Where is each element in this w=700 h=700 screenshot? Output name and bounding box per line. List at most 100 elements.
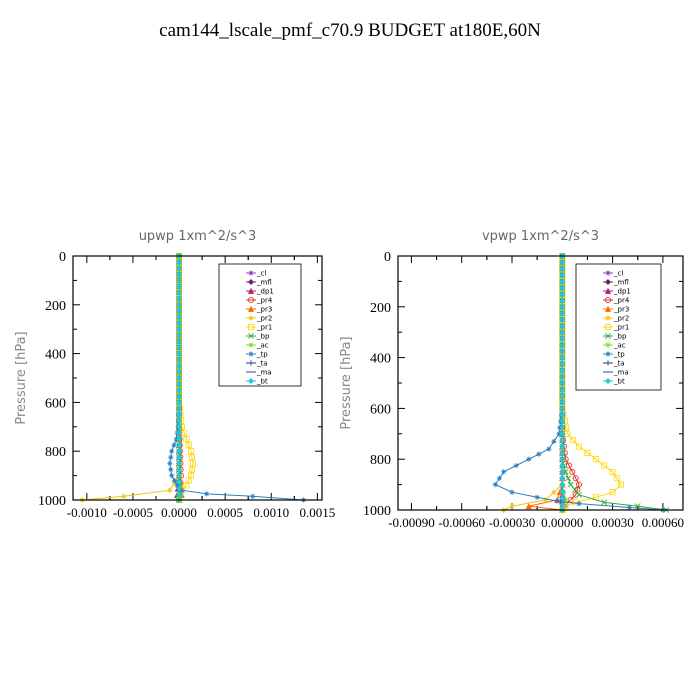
vpwp-ylabel: Pressure [hPa]: [339, 336, 354, 429]
ytick-label: 400: [45, 348, 66, 363]
data-point: [559, 495, 566, 502]
series-bt: [176, 252, 183, 504]
legend-label: _bt: [256, 378, 268, 386]
data-point: [559, 360, 566, 367]
legend-marker: [605, 342, 611, 348]
data-point: [121, 493, 127, 499]
legend-marker: [247, 323, 254, 330]
ytick-label: 0: [59, 250, 66, 265]
legend-marker: [604, 287, 612, 294]
data-point: [559, 437, 566, 444]
legend-marker: [248, 333, 254, 339]
upwp-legend: _cl_mfl_dp1_pr4_pr3_pr2_pr1_bp_ac_tp_ta_…: [218, 263, 302, 387]
data-point: [176, 307, 183, 314]
legend-label: _tp: [613, 351, 625, 359]
legend-label: _pr3: [613, 306, 629, 314]
data-point: [501, 469, 507, 475]
legend-label: _pr2: [256, 315, 272, 323]
xtick-label: 0.00060: [642, 515, 684, 530]
data-point: [576, 501, 582, 507]
legend-label: _ac: [256, 342, 269, 350]
legend-marker: [247, 305, 255, 312]
data-point: [188, 454, 195, 461]
legend-marker: [248, 360, 254, 366]
data-point: [509, 503, 515, 509]
data-point: [176, 417, 183, 424]
legend-label: _dp1: [256, 288, 274, 296]
series-line-pr3: [528, 256, 563, 511]
data-point: [572, 475, 579, 482]
data-point: [176, 387, 183, 394]
data-point: [542, 497, 549, 503]
legend-marker: [605, 323, 612, 330]
ytick-label: 400: [370, 352, 391, 367]
data-point: [601, 499, 608, 506]
data-point: [169, 448, 175, 454]
legend-marker: [248, 351, 254, 357]
ytick-label: 1000: [363, 504, 391, 519]
legend-label: _ma: [613, 369, 629, 377]
legend-marker: [605, 315, 611, 321]
data-point: [617, 481, 624, 488]
xtick-label: 0.00030: [591, 515, 633, 530]
data-point: [571, 486, 578, 493]
ytick-label: 200: [45, 299, 66, 314]
data-point: [168, 454, 174, 460]
data-point: [176, 485, 183, 492]
data-point: [546, 446, 552, 452]
data-point: [559, 392, 566, 399]
legend-label: _bp: [613, 333, 627, 341]
series-pr2: [501, 253, 565, 513]
legend-marker: [605, 270, 611, 276]
data-point: [559, 456, 566, 463]
data-point: [613, 475, 620, 482]
data-point: [559, 488, 566, 495]
xtick-label: 0.0005: [207, 505, 243, 520]
data-point: [204, 491, 210, 497]
data-point: [559, 405, 566, 412]
data-point: [176, 423, 183, 430]
data-point: [176, 381, 183, 388]
data-point: [176, 265, 183, 272]
ytick-label: 600: [45, 396, 66, 411]
legend-label: _bt: [613, 378, 625, 386]
ytick-label: 1000: [38, 494, 66, 509]
data-point: [183, 482, 190, 489]
data-point: [176, 344, 183, 351]
legend-label: _cl: [256, 270, 266, 278]
data-point: [565, 475, 572, 482]
data-point: [176, 399, 183, 406]
data-point: [168, 466, 174, 473]
data-point: [609, 468, 616, 475]
data-point: [559, 291, 566, 298]
xtick-label: -0.0005: [113, 505, 153, 520]
legend-label: _pr4: [256, 297, 273, 305]
xtick-label: 0.0015: [300, 505, 336, 520]
legend-label: _ta: [256, 360, 268, 368]
data-point: [176, 405, 183, 412]
ytick-label: 200: [370, 301, 391, 316]
vpwp-legend: _cl_mfl_dp1_pr4_pr3_pr2_pr1_bp_ac_tp_ta_…: [575, 263, 662, 391]
data-point: [176, 283, 183, 290]
data-point: [559, 386, 566, 393]
data-point: [576, 491, 582, 498]
data-point: [559, 475, 566, 482]
legend-label: _dp1: [613, 288, 631, 296]
data-point: [174, 482, 180, 488]
data-point: [559, 481, 566, 488]
data-point: [559, 418, 566, 425]
data-point: [176, 338, 183, 345]
data-point: [584, 449, 591, 456]
data-point: [185, 442, 192, 449]
ytick-label: 800: [45, 445, 66, 460]
legend-label: _pr3: [256, 306, 272, 314]
legend-label: _mfl: [256, 279, 272, 287]
data-point: [569, 468, 576, 475]
data-point: [176, 466, 183, 473]
data-point: [559, 354, 566, 361]
data-point: [559, 367, 566, 374]
legend-marker: [247, 377, 255, 385]
legend-label: _tp: [256, 351, 268, 359]
data-point: [559, 341, 566, 348]
